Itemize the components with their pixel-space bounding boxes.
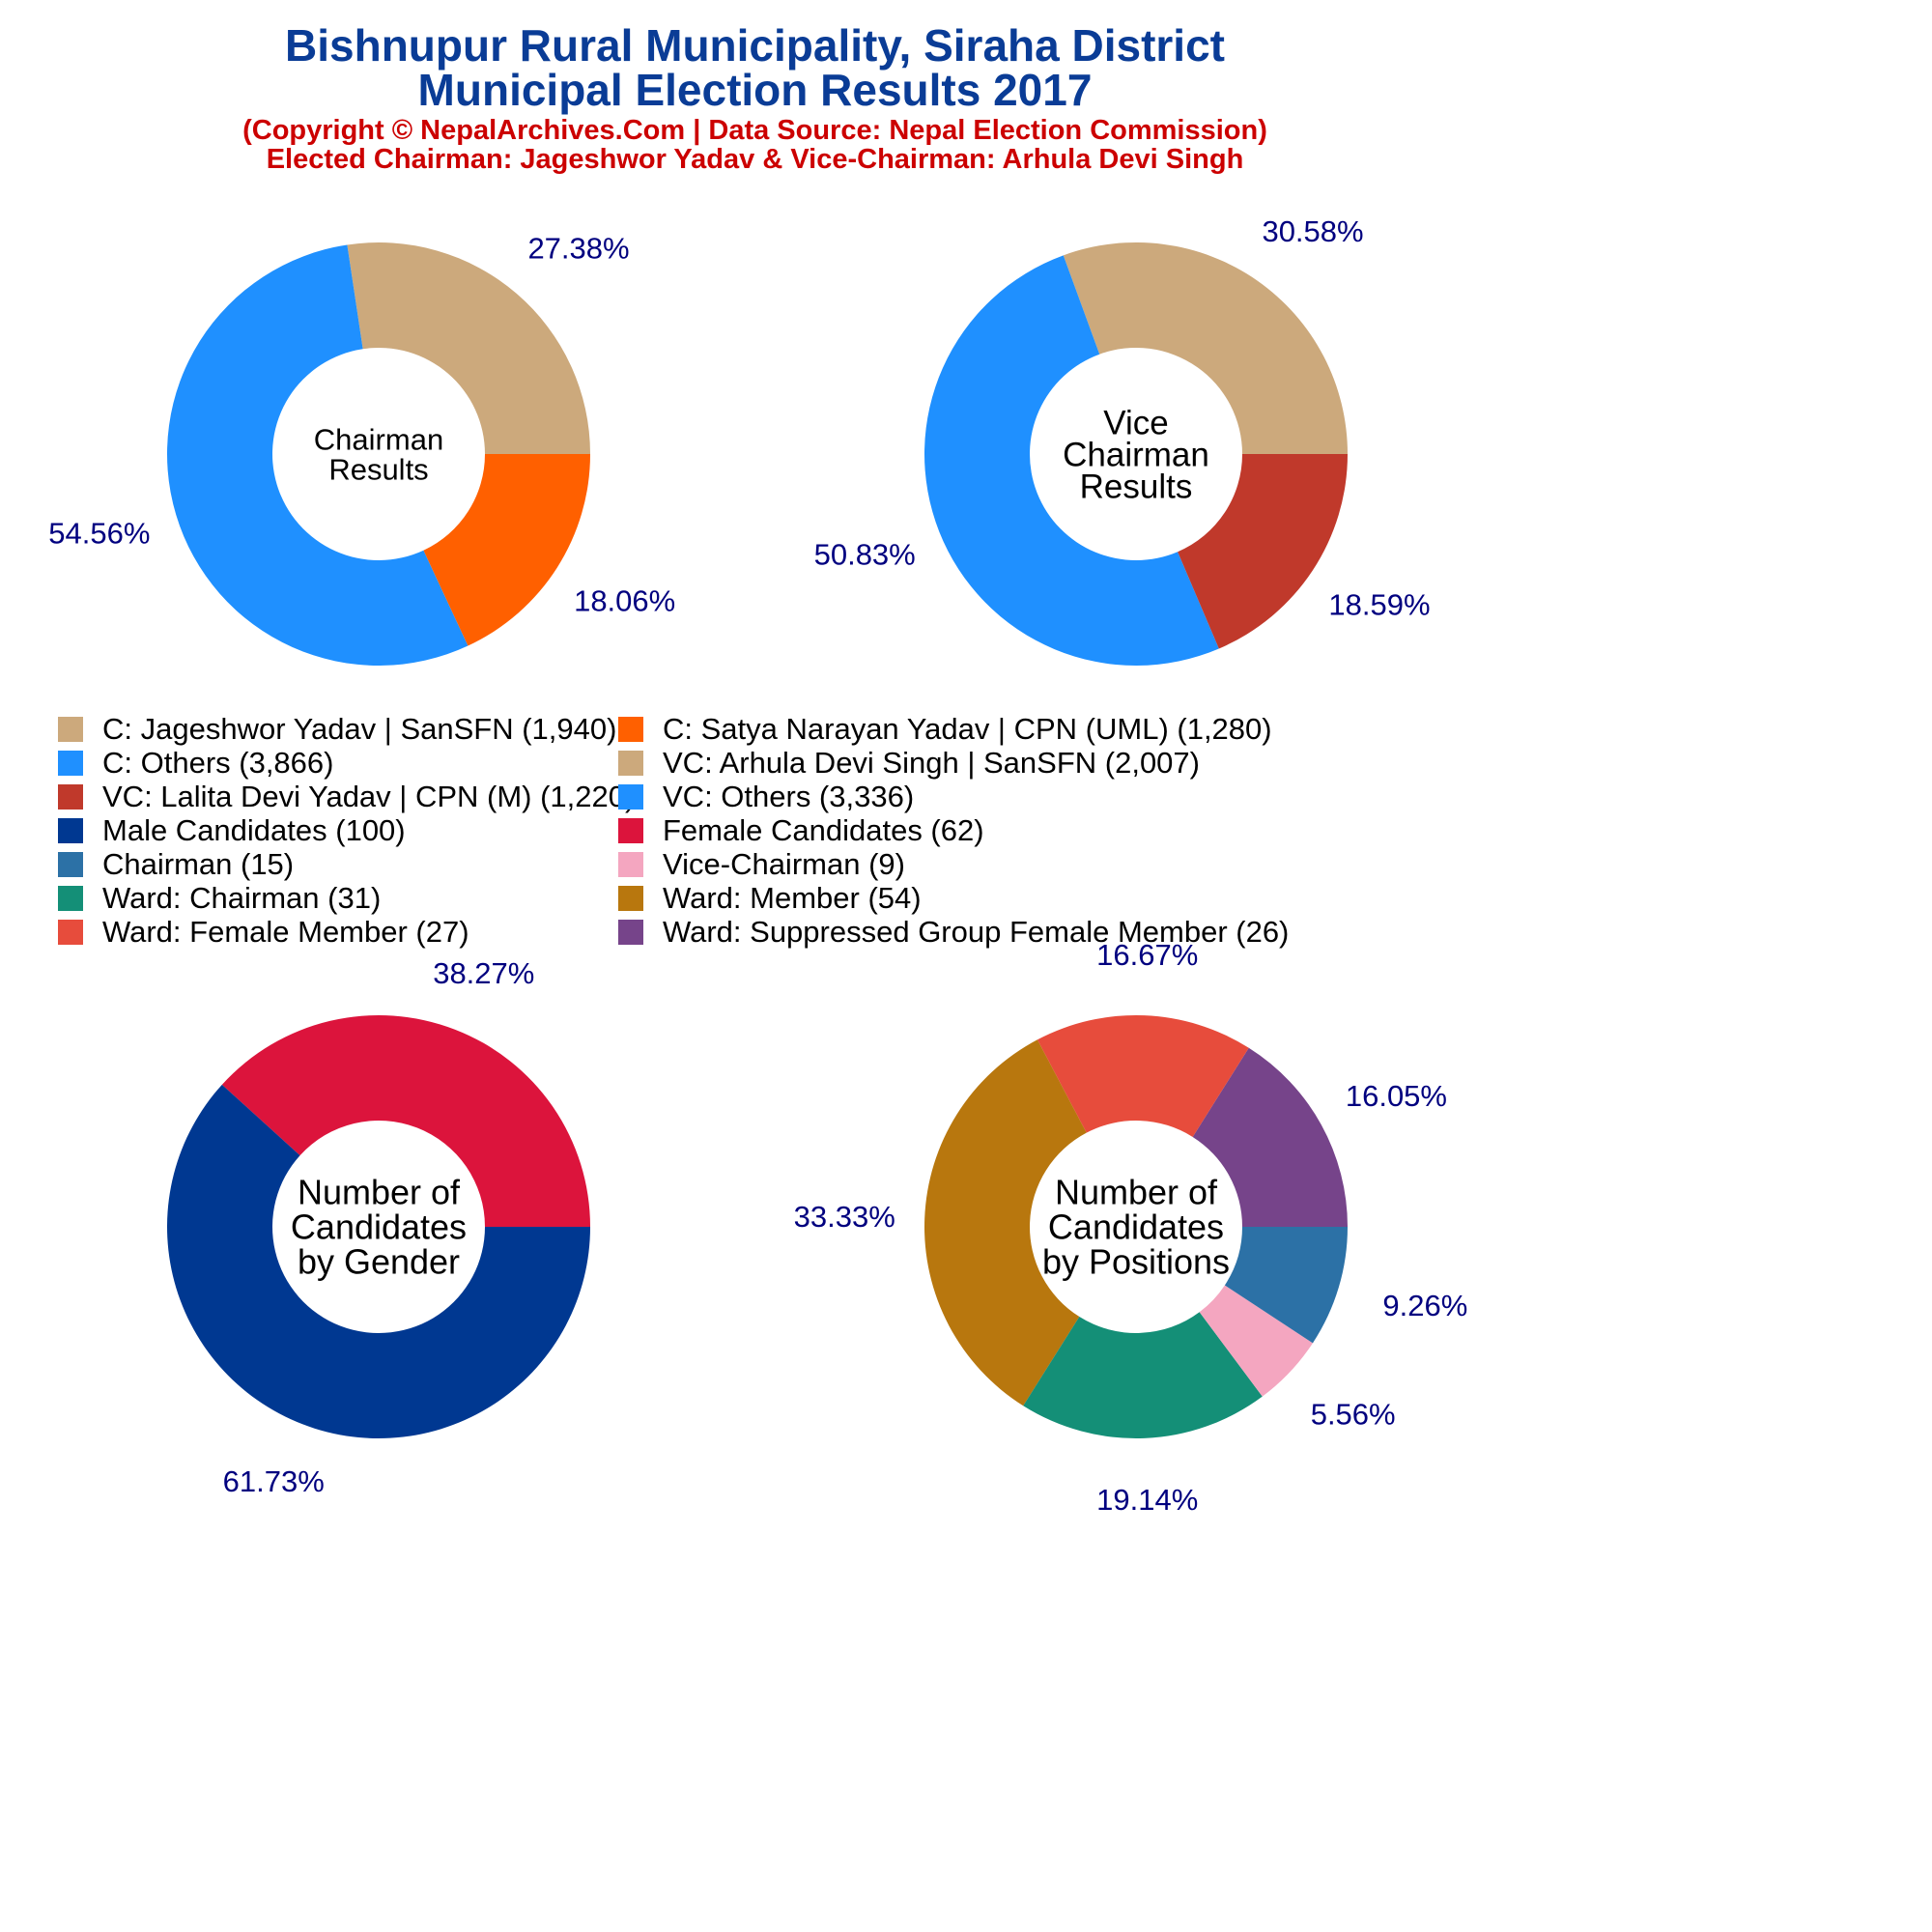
legend-swatch bbox=[58, 852, 83, 877]
chart-subtitle-line1: (Copyright © NepalArchives.Com | Data So… bbox=[242, 115, 1267, 146]
slice-percent-label: 5.56% bbox=[1311, 1398, 1396, 1432]
legend-item: Ward: Female Member (27) bbox=[58, 915, 469, 949]
legend-label: Chairman (15) bbox=[102, 847, 295, 881]
legend-item: Male Candidates (100) bbox=[58, 813, 406, 847]
donut-slice bbox=[1023, 1312, 1263, 1438]
chart-subtitle-line2: Elected Chairman: Jageshwor Yadav & Vice… bbox=[266, 144, 1244, 175]
donut-chart-4: 16.05% 16.67% 33.33% 19.14% 5.56% 9.26% Number… bbox=[794, 938, 1468, 1517]
legend-swatch bbox=[58, 717, 83, 742]
legend-swatch bbox=[618, 784, 643, 810]
legend-label: Male Candidates (100) bbox=[102, 813, 406, 847]
legend-swatch bbox=[58, 818, 83, 843]
donut-center-label: Number of bbox=[298, 1173, 461, 1212]
chart-title-line1: Bishnupur Rural Municipality, Siraha Dis… bbox=[285, 20, 1225, 71]
slice-percent-label: 9.26% bbox=[1382, 1289, 1467, 1322]
legend-swatch bbox=[58, 920, 83, 945]
donut-slice bbox=[1037, 1015, 1249, 1137]
legend-item: VC: Lalita Devi Yadav | CPN (M) (1,220) bbox=[58, 780, 636, 813]
legend-swatch bbox=[618, 920, 643, 945]
legend-swatch bbox=[618, 751, 643, 776]
donut-slice bbox=[1224, 1227, 1348, 1344]
legend-swatch bbox=[618, 852, 643, 877]
legend-item: Chairman (15) bbox=[58, 847, 295, 881]
legend-label: C: Jageshwor Yadav | SanSFN (1,940) bbox=[102, 712, 617, 746]
legend-item: VC: Arhula Devi Singh | SanSFN (2,007) bbox=[618, 746, 1200, 780]
legend-label: Ward: Chairman (31) bbox=[102, 881, 382, 915]
legend-swatch bbox=[618, 717, 643, 742]
legend-item: Ward: Chairman (31) bbox=[58, 881, 382, 915]
legend-label: VC: Others (3,336) bbox=[663, 780, 915, 813]
donut-center-label: by Gender bbox=[298, 1242, 460, 1282]
donut-center-label: Vice bbox=[1103, 404, 1168, 441]
slice-percent-label: 16.67% bbox=[1096, 938, 1198, 972]
legend-item: VC: Others (3,336) bbox=[618, 780, 915, 813]
legend-item: Female Candidates (62) bbox=[618, 813, 984, 847]
donut-slice bbox=[166, 1084, 591, 1439]
legend-item: Vice-Chairman (9) bbox=[618, 847, 905, 881]
donut-center-label: by Positions bbox=[1042, 1242, 1230, 1282]
donut-center-label: Chairman bbox=[1063, 436, 1209, 473]
legend-label: Ward: Female Member (27) bbox=[102, 915, 469, 949]
legend-label: Vice-Chairman (9) bbox=[663, 847, 905, 881]
slice-percent-label: 19.14% bbox=[1096, 1483, 1198, 1517]
legend-item: Ward: Member (54) bbox=[618, 881, 922, 915]
slice-percent-label: 61.73% bbox=[223, 1464, 325, 1498]
donut-center-label: Number of bbox=[1055, 1173, 1218, 1212]
chart-title-line2: Municipal Election Results 2017 bbox=[417, 65, 1093, 115]
donut-center-label: Chairman bbox=[314, 422, 443, 456]
slice-percent-label: 50.83% bbox=[814, 538, 916, 572]
slice-percent-label: 27.38% bbox=[527, 231, 629, 265]
donut-slice bbox=[923, 255, 1219, 667]
donut-slice bbox=[924, 1039, 1087, 1406]
donut-slice bbox=[347, 242, 590, 454]
legend-swatch bbox=[58, 784, 83, 810]
legend-item: C: Others (3,866) bbox=[58, 746, 334, 780]
legend-label: Ward: Member (54) bbox=[663, 881, 922, 915]
slice-percent-label: 38.27% bbox=[433, 956, 534, 990]
donut-slice bbox=[221, 1015, 590, 1227]
donut-slice bbox=[166, 244, 469, 667]
donut-center-label: Candidates bbox=[1048, 1208, 1224, 1247]
donut-slice bbox=[1063, 242, 1348, 454]
legend-label: Ward: Suppressed Group Female Member (26… bbox=[663, 915, 1290, 949]
donut-center-label: Results bbox=[1080, 468, 1193, 505]
donut-slice bbox=[1178, 454, 1348, 649]
legend-label: VC: Lalita Devi Yadav | CPN (M) (1,220) bbox=[102, 780, 636, 813]
donut-slice bbox=[423, 454, 590, 646]
slice-percent-label: 16.05% bbox=[1346, 1079, 1447, 1113]
donut-slice bbox=[1199, 1285, 1313, 1397]
donut-center-label: Results bbox=[328, 452, 428, 486]
legend-swatch bbox=[58, 886, 83, 911]
legend-swatch bbox=[618, 818, 643, 843]
slice-percent-label: 18.59% bbox=[1328, 587, 1430, 621]
legend-item: Ward: Suppressed Group Female Member (26… bbox=[618, 915, 1290, 949]
slice-percent-label: 33.33% bbox=[794, 1200, 895, 1234]
legend-item: C: Satya Narayan Yadav | CPN (UML) (1,28… bbox=[618, 712, 1272, 746]
legend-label: C: Others (3,866) bbox=[102, 746, 334, 780]
legend-item: C: Jageshwor Yadav | SanSFN (1,940) bbox=[58, 712, 617, 746]
legend-label: C: Satya Narayan Yadav | CPN (UML) (1,28… bbox=[663, 712, 1272, 746]
donut-slice bbox=[1192, 1047, 1348, 1227]
legend-label: Female Candidates (62) bbox=[663, 813, 984, 847]
legend-swatch bbox=[58, 751, 83, 776]
slice-percent-label: 54.56% bbox=[48, 516, 150, 550]
slice-percent-label: 30.58% bbox=[1262, 214, 1363, 248]
legend-swatch bbox=[618, 886, 643, 911]
slice-percent-label: 18.06% bbox=[574, 584, 675, 618]
donut-center-label: Candidates bbox=[291, 1208, 467, 1247]
legend-label: VC: Arhula Devi Singh | SanSFN (2,007) bbox=[663, 746, 1200, 780]
